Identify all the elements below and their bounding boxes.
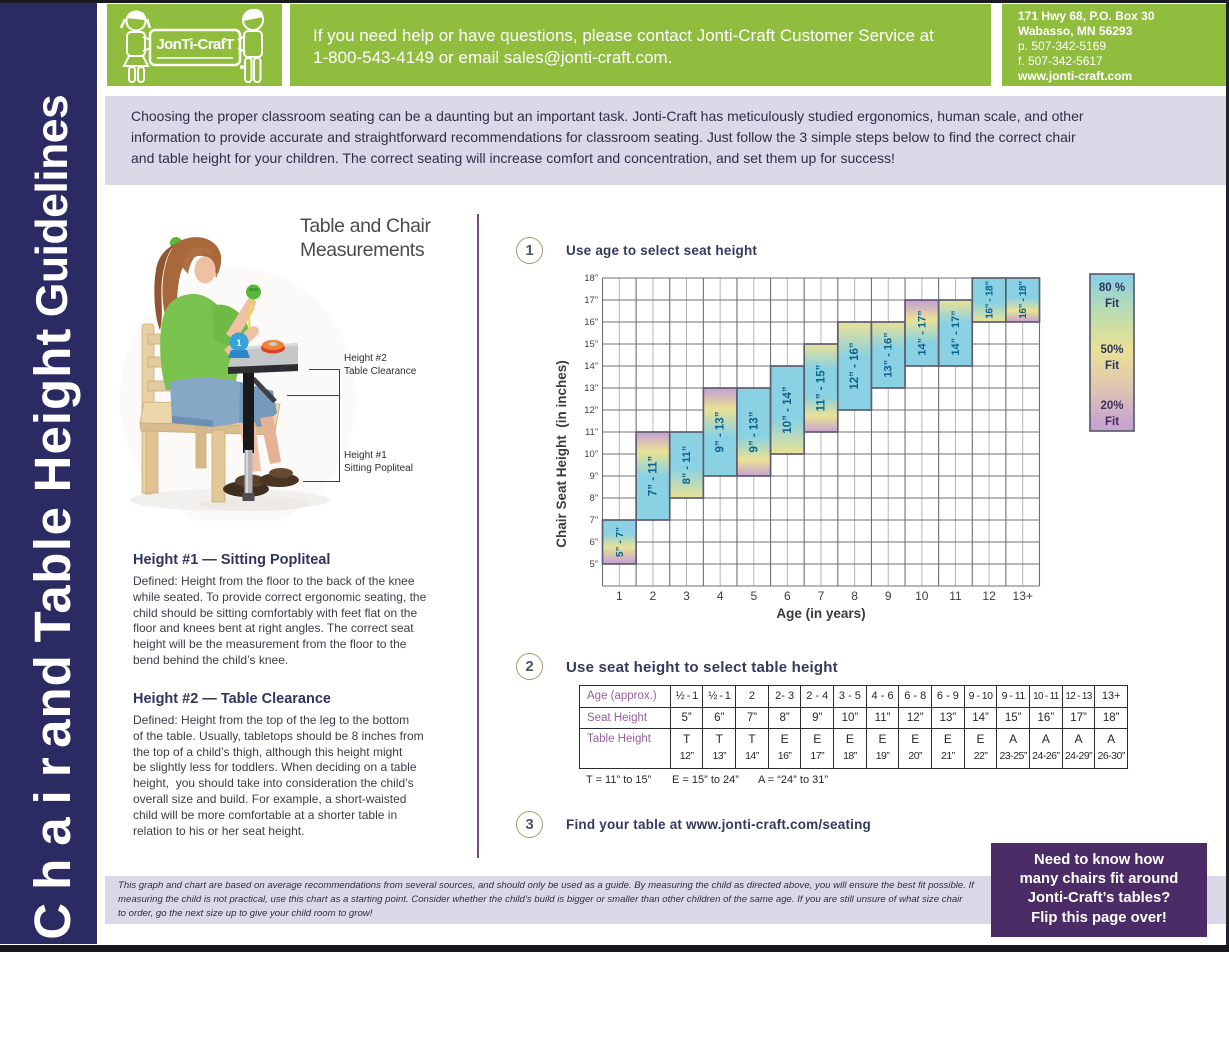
svg-text:12”: 12”: [584, 405, 598, 416]
svg-text:Fit: Fit: [1105, 416, 1119, 428]
svg-text:Fit: Fit: [1105, 360, 1119, 372]
svg-text:1: 1: [236, 338, 241, 348]
svg-text:13+: 13+: [1013, 589, 1033, 603]
svg-text:16”: 16”: [584, 317, 598, 328]
svg-text:6”: 6”: [590, 537, 598, 548]
svg-text:Age (in years): Age (in years): [776, 606, 865, 621]
svg-text:80 %: 80 %: [1099, 282, 1125, 294]
svg-text:12: 12: [982, 589, 996, 603]
svg-text:10”: 10”: [584, 449, 598, 460]
svg-text:7” - 11”: 7” - 11”: [647, 456, 659, 496]
svg-text:9” - 13”: 9” - 13”: [748, 412, 760, 453]
svg-text:50%: 50%: [1100, 344, 1123, 356]
svg-text:9”: 9”: [590, 471, 598, 482]
svg-text:7”: 7”: [590, 515, 598, 526]
svg-text:1: 1: [616, 589, 623, 603]
svg-text:7: 7: [818, 589, 825, 603]
svg-text:13”: 13”: [584, 383, 598, 394]
svg-text:Fit: Fit: [1105, 298, 1119, 310]
svg-text:17”: 17”: [584, 295, 598, 306]
svg-text:9” - 13”: 9” - 13”: [715, 412, 727, 453]
svg-text:10” - 14”: 10” - 14”: [782, 386, 794, 433]
svg-text:20%: 20%: [1100, 400, 1123, 412]
svg-text:13” - 16”: 13” - 16”: [883, 332, 895, 377]
svg-text:10: 10: [915, 589, 929, 603]
svg-text:8”: 8”: [590, 493, 598, 504]
svg-text:4: 4: [717, 589, 724, 603]
svg-text:3: 3: [683, 589, 690, 603]
svg-text:14” - 17”: 14” - 17”: [916, 310, 928, 355]
svg-text:14” - 17”: 14” - 17”: [950, 310, 962, 355]
svg-text:11: 11: [949, 589, 962, 603]
svg-text:16” - 18”: 16” - 18”: [1018, 281, 1029, 319]
svg-text:14”: 14”: [584, 361, 598, 372]
svg-text:5” - 7”: 5” - 7”: [615, 527, 626, 557]
svg-text:2: 2: [650, 589, 657, 603]
svg-text:8: 8: [851, 589, 858, 603]
svg-text:9: 9: [885, 589, 892, 603]
svg-text:5: 5: [750, 589, 757, 603]
svg-text:16” - 18”: 16” - 18”: [985, 281, 996, 319]
svg-text:6: 6: [784, 589, 791, 603]
svg-text:15”: 15”: [584, 339, 598, 350]
svg-text:11”: 11”: [585, 427, 598, 438]
svg-text:5”: 5”: [590, 559, 598, 570]
svg-text:11” - 15”: 11” - 15”: [816, 365, 828, 412]
svg-text:18”: 18”: [584, 273, 598, 284]
svg-text:8” - 11”: 8” - 11”: [681, 446, 693, 485]
svg-text:Chair Seat Height (in inches): Chair Seat Height (in inches): [554, 360, 569, 548]
svg-text:12” - 16”: 12” - 16”: [849, 342, 861, 389]
